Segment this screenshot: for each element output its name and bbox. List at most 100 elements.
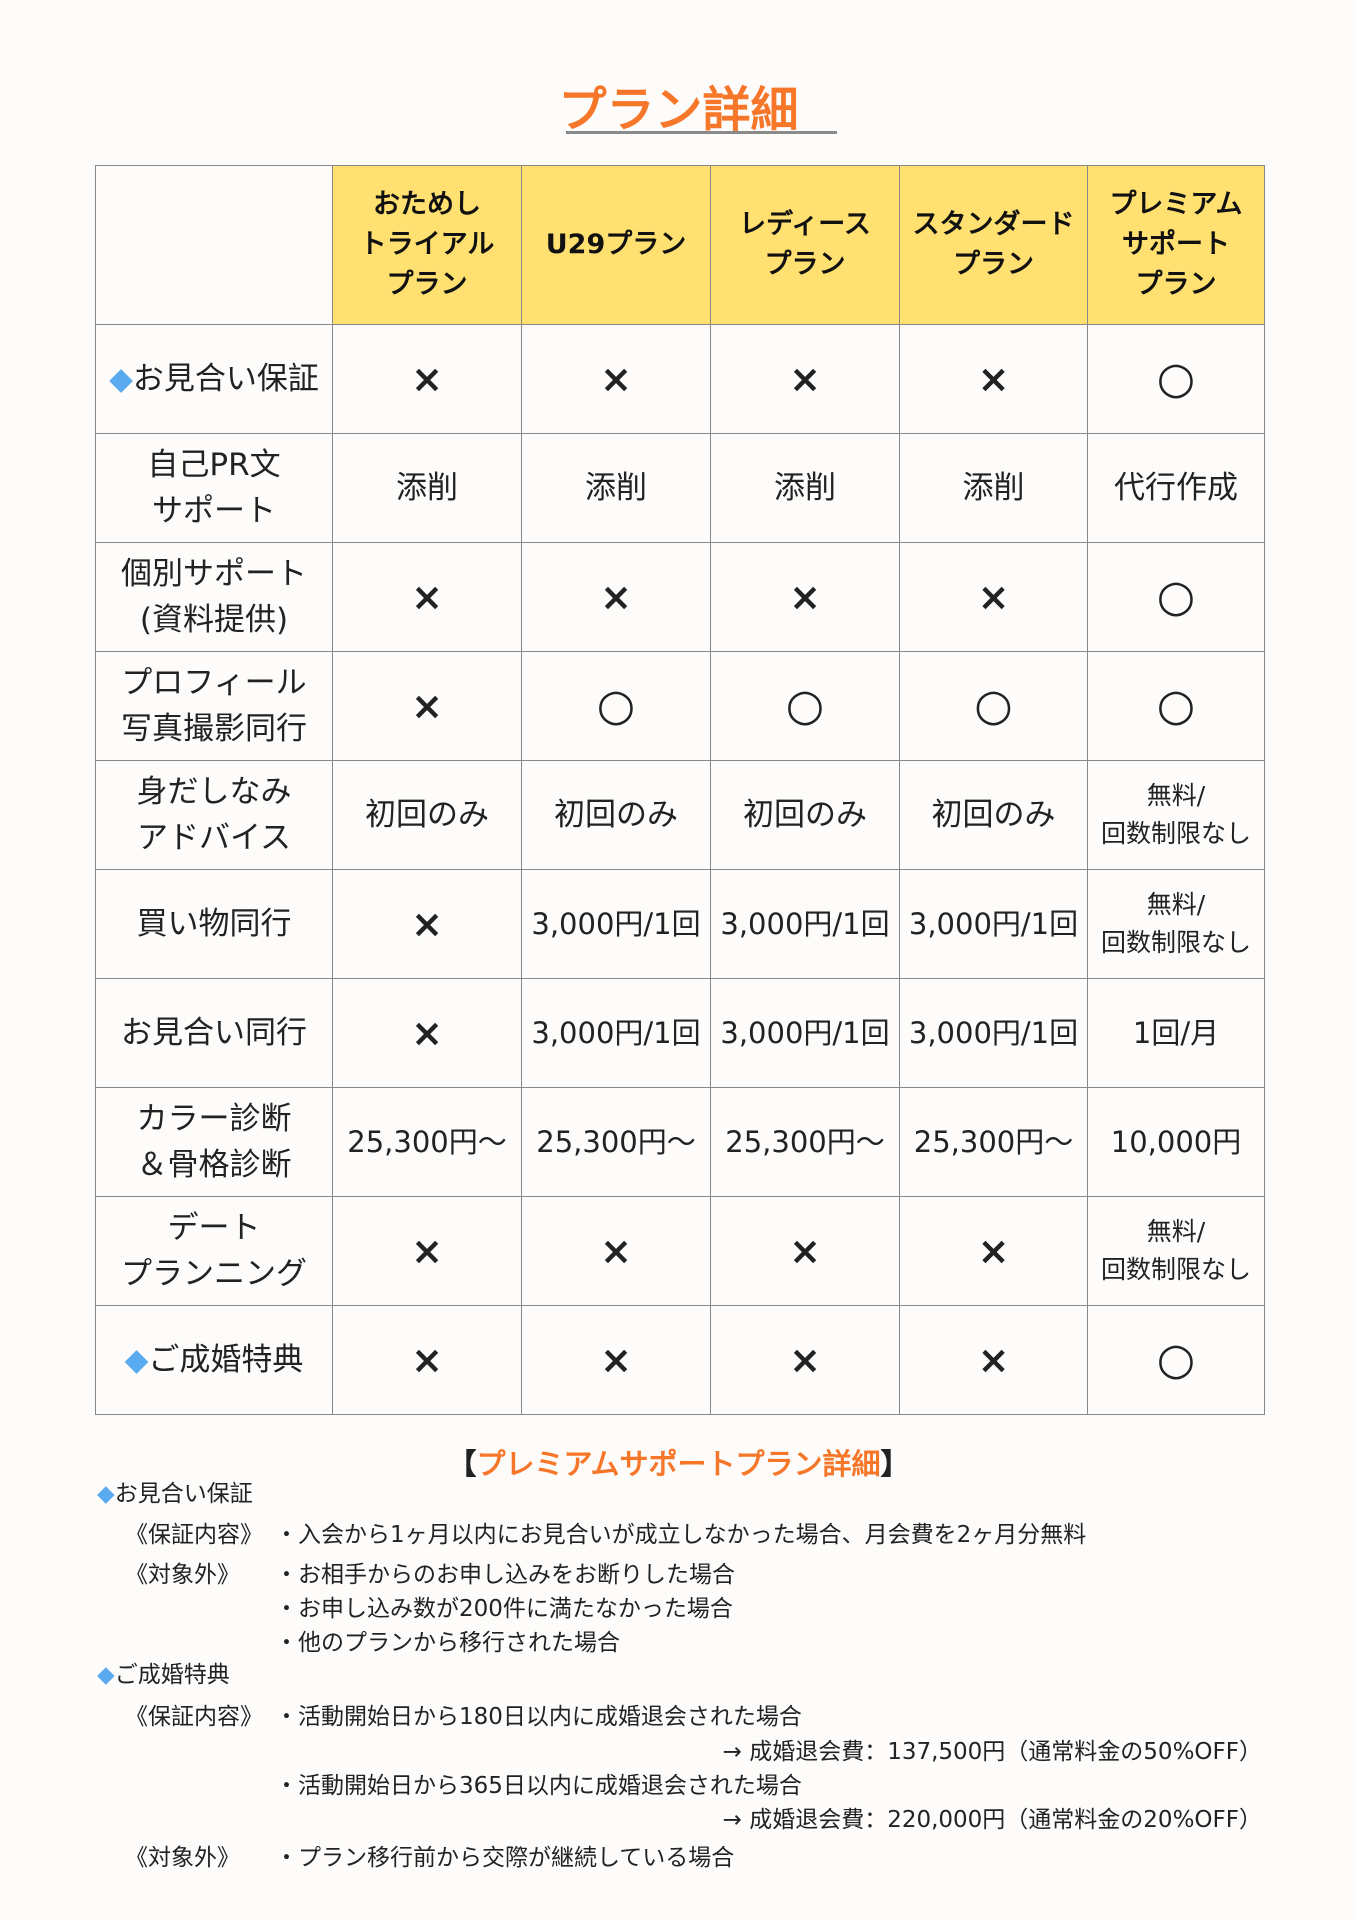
cross-icon: ×: [521, 542, 711, 652]
table-row: デート プランニング × × × × 無料/ 回数制限なし: [95, 1196, 1265, 1306]
row-label-text: 自己PR文 サポート: [147, 447, 281, 529]
plan-header: スタンダード プラン: [899, 165, 1088, 325]
circle-icon: ○: [521, 651, 711, 761]
table-row: お見合い同行 × 3,000円/1回 3,000円/1回 3,000円/1回 1回/月: [95, 978, 1265, 1088]
cell-value: 3,000円/1回: [899, 978, 1088, 1088]
table-row: カラー診断 ＆骨格診断 25,300円〜 25,300円〜 25,300円〜 25,30…: [95, 1087, 1265, 1197]
title-underline: [566, 131, 837, 134]
cross-icon: ×: [332, 978, 522, 1088]
cross-icon: ×: [710, 1305, 900, 1415]
cell-value: 25,300円〜: [710, 1087, 900, 1197]
detail-item: ・入会から1ヶ月以内にお見合いが成立しなかった場合、月会費を2ヶ月分無料: [275, 1522, 1087, 1548]
cross-icon: ×: [332, 542, 522, 652]
cell-value: 3,000円/1回: [710, 869, 900, 979]
bracket-open: 【: [447, 1447, 477, 1481]
cross-icon: ×: [899, 1305, 1088, 1415]
row-label-text: ご成婚特典: [148, 1342, 304, 1378]
row-label-text: 個別サポート (資料提供): [121, 556, 307, 638]
cross-icon: ×: [521, 1305, 711, 1415]
detail-note: → 成婚退会費：137,500円（通常料金の50%OFF）: [722, 1739, 1262, 1765]
row-label-text: カラー診断 ＆骨格診断: [136, 1101, 292, 1183]
detail-item: ・お相手からのお申し込みをお断りした場合: [275, 1562, 735, 1588]
cell-value: 25,300円〜: [899, 1087, 1088, 1197]
row-label: 身だしなみ アドバイス: [95, 760, 333, 870]
table-row: 買い物同行 × 3,000円/1回 3,000円/1回 3,000円/1回 無料/ 回数制…: [95, 869, 1265, 979]
cross-icon: ×: [521, 324, 711, 434]
cross-icon: ×: [710, 324, 900, 434]
cell-value: 無料/ 回数制限なし: [1087, 760, 1265, 870]
cell-value: 3,000円/1回: [710, 978, 900, 1088]
cell-value: 25,300円〜: [332, 1087, 522, 1197]
row-label-text: プロフィール 写真撮影同行: [121, 665, 307, 747]
row-label-text: お見合い保証: [132, 361, 319, 397]
diamond-icon: ◆: [97, 1662, 115, 1688]
label: 《対象外》: [125, 1562, 240, 1588]
plan-header: U29プラン: [521, 165, 711, 325]
table-row: ◆お見合い保証 × × × × ○: [95, 324, 1265, 434]
circle-icon: ○: [1087, 1305, 1265, 1415]
cell-value: 1回/月: [1087, 978, 1265, 1088]
plan-comparison-table: おためし トライアル プラン U29プラン レディース プラン スタンダード プランプ…: [95, 165, 1265, 1415]
cell-value: 25,300円〜: [521, 1087, 711, 1197]
row-label: ◆ご成婚特典: [95, 1305, 333, 1415]
cross-icon: ×: [332, 1305, 522, 1415]
circle-icon: ○: [899, 651, 1088, 761]
cell-value: 初回のみ: [521, 760, 711, 870]
detail-item: ・活動開始日から180日以内に成婚退会された場合: [275, 1704, 802, 1730]
row-label: デート プランニング: [95, 1196, 333, 1306]
circle-icon: ○: [1087, 324, 1265, 434]
cross-icon: ×: [332, 1196, 522, 1306]
circle-icon: ○: [1087, 542, 1265, 652]
table-row: 個別サポート (資料提供) × × × × ○: [95, 542, 1265, 652]
row-label: お見合い同行: [95, 978, 333, 1088]
row-label: カラー診断 ＆骨格診断: [95, 1087, 333, 1197]
plan-header: レディース プラン: [710, 165, 900, 325]
cross-icon: ×: [710, 542, 900, 652]
cell-value: 3,000円/1回: [521, 978, 711, 1088]
cross-icon: ×: [710, 1196, 900, 1306]
cell-value: 添削: [332, 433, 522, 543]
diamond-icon: ◆: [124, 1342, 149, 1378]
detail-item: ・プラン移行前から交際が継続している場合: [275, 1845, 735, 1871]
cross-icon: ×: [899, 542, 1088, 652]
cell-value: 添削: [521, 433, 711, 543]
row-label-text: 身だしなみ アドバイス: [136, 774, 292, 856]
row-label: プロフィール 写真撮影同行: [95, 651, 333, 761]
plan-header: プレミアム サポート プラン: [1087, 165, 1265, 325]
cross-icon: ×: [899, 324, 1088, 434]
details-title: 【プレミアムサポートプラン詳細】: [0, 1441, 1357, 1483]
cell-value: 3,000円/1回: [899, 869, 1088, 979]
heading-text: ご成婚特典: [114, 1662, 230, 1688]
circle-icon: ○: [710, 651, 900, 761]
cross-icon: ×: [332, 869, 522, 979]
cell-value: 初回のみ: [332, 760, 522, 870]
diamond-icon: ◆: [97, 1481, 115, 1507]
row-label: 個別サポート (資料提供): [95, 542, 333, 652]
header-row: おためし トライアル プラン U29プラン レディース プラン スタンダード プランプ…: [95, 165, 1265, 325]
table-row: ◆ご成婚特典 × × × × ○: [95, 1305, 1265, 1415]
detail-item: ・他のプランから移行された場合: [275, 1630, 620, 1656]
details-title-text: プレミアムサポートプラン詳細: [476, 1447, 881, 1481]
cell-value: 添削: [899, 433, 1088, 543]
bracket-close: 】: [880, 1447, 910, 1481]
diamond-icon: ◆: [109, 361, 133, 397]
cell-value: 添削: [710, 433, 900, 543]
row-label-text: お見合い同行: [121, 1015, 307, 1051]
heading-text: お見合い保証: [114, 1481, 253, 1507]
detail-item: ・お申し込み数が200件に満たなかった場合: [275, 1596, 733, 1622]
cross-icon: ×: [899, 1196, 1088, 1306]
row-label-text: 買い物同行: [136, 906, 292, 942]
cell-value: 10,000円: [1087, 1087, 1265, 1197]
cross-icon: ×: [332, 324, 522, 434]
plan-header: おためし トライアル プラン: [332, 165, 522, 325]
cell-value: 代行作成: [1087, 433, 1265, 543]
page-title: プラン詳細: [558, 82, 799, 138]
cell-value: 3,000円/1回: [521, 869, 711, 979]
table-row: 身だしなみ アドバイス 初回のみ 初回のみ 初回のみ 初回のみ 無料/ 回数制限なし: [95, 760, 1265, 870]
cell-value: 初回のみ: [899, 760, 1088, 870]
section-heading-guarantee: ◆お見合い保証: [97, 1479, 253, 1509]
row-label: 買い物同行: [95, 869, 333, 979]
row-label: 自己PR文 サポート: [95, 433, 333, 543]
cell-value: 無料/ 回数制限なし: [1087, 869, 1265, 979]
row-label-text: デート プランニング: [121, 1210, 307, 1292]
